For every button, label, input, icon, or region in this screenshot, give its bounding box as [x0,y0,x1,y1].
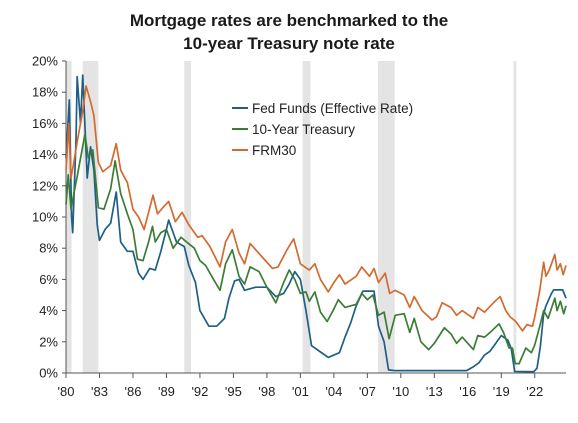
x-tick-label: '22 [526,384,543,399]
chart-title-line-2: 10-year Treasury note rate [183,34,395,53]
y-tick-label: 18% [32,85,58,100]
recession-band-4 [377,61,395,373]
y-tick-label: 0% [39,366,58,381]
series-line-fed-funds-effective-rate [65,74,567,373]
x-tick-label: '01 [292,384,309,399]
series-line-10-year-treasury [65,133,567,365]
x-tick-label: '98 [258,384,275,399]
x-tick-label: '92 [191,384,208,399]
recession-band-3 [302,61,311,373]
series-line-frm30 [65,85,567,332]
x-tick-label: '80 [58,384,75,399]
axes: 0% 2% 4% 6% 8% 10% 12% 14% 16% 18% 20% '80 '83 '86 '89… [32,54,566,399]
recession-band-1 [82,61,99,373]
recession-band-5 [513,61,517,373]
y-tick-label: 2% [39,334,58,349]
x-tick-label: '89 [158,384,175,399]
x-tick-label: '16 [459,384,476,399]
y-tick-label: 16% [32,116,58,131]
recession-bands [66,61,517,373]
y-tick-label: 20% [32,54,58,69]
x-tick-label: '86 [124,384,141,399]
y-tick-label: 4% [39,303,58,318]
legend-label: Fed Funds (Effective Rate) [252,101,413,116]
x-tick-label: '07 [359,384,376,399]
x-tick-label: '83 [91,384,108,399]
legend-label: 10-Year Treasury [252,122,355,137]
x-tick-label: '10 [392,384,409,399]
y-tick-label: 6% [39,272,58,287]
x-tick-label: '13 [426,384,443,399]
y-tick-label: 14% [32,147,58,162]
x-tick-label: '19 [493,384,510,399]
recession-band-2 [184,61,191,373]
y-tick-label: 12% [32,178,58,193]
x-tick-label: '95 [225,384,242,399]
y-tick-label: 10% [32,210,58,225]
series-lines [65,74,567,373]
legend: Fed Funds (Effective Rate) 10-Year Treasu… [232,101,413,158]
y-tick-label: 8% [39,241,58,256]
x-tick-label: '04 [325,384,342,399]
legend-label: FRM30 [252,143,296,158]
chart-title-line-1: Mortgage rates are benchmarked to the [129,11,449,30]
recession-band-0 [66,61,72,373]
